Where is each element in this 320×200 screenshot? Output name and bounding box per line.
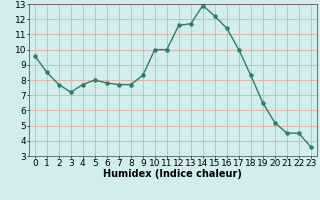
X-axis label: Humidex (Indice chaleur): Humidex (Indice chaleur) (103, 169, 242, 179)
